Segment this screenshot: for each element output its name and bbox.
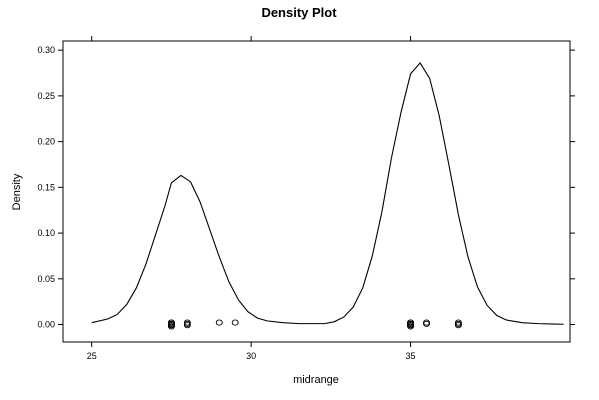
x-axis: 25 30 35 [87, 36, 416, 361]
rug-point [167, 322, 175, 329]
rug-point [454, 322, 462, 329]
rug-point [423, 319, 430, 326]
rug-point [423, 320, 430, 327]
y-tick-label: 0.00 [37, 320, 55, 330]
plot-frame [62, 40, 571, 343]
chart-title: Density Plot [261, 5, 337, 20]
rug-point [183, 320, 191, 327]
y-axis-label: Density [11, 173, 23, 210]
y-tick-label: 0.05 [37, 274, 55, 284]
rug-points [167, 319, 462, 330]
y-tick-label: 0.20 [37, 137, 55, 147]
rug-point [454, 320, 462, 327]
x-tick-label: 30 [246, 351, 256, 361]
rug-point [231, 319, 239, 326]
rug-point [183, 322, 191, 329]
density-curve [91, 62, 564, 325]
x-tick-label: 35 [406, 351, 416, 361]
y-tick-label: 0.30 [37, 45, 55, 55]
y-tick-label: 0.10 [37, 228, 55, 238]
rug-point [215, 319, 223, 326]
y-tick-label: 0.15 [37, 182, 55, 192]
rug-point [407, 322, 415, 329]
density-series [91, 62, 564, 325]
x-tick-label: 25 [87, 351, 97, 361]
y-tick-label: 0.25 [37, 91, 55, 101]
x-axis-label: midrange [293, 374, 339, 386]
y-axis: 0.00 0.05 0.10 0.15 0.20 0.25 0.30 [37, 45, 575, 330]
